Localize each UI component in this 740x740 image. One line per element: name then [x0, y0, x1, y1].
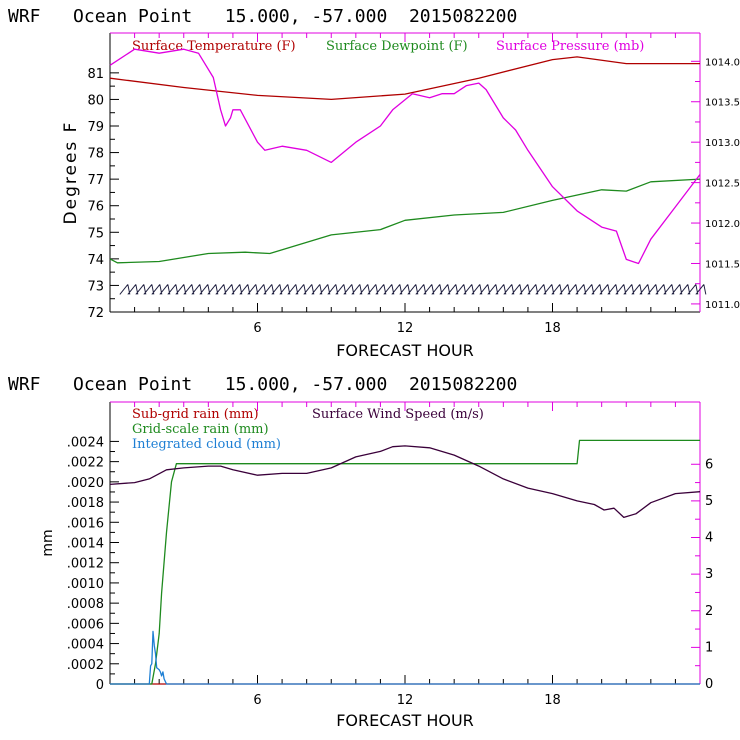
wind-barb-band: [119, 284, 707, 295]
series-line-integrated-cloud-mm: [110, 630, 700, 685]
y2-tick-label: 1013.5: [705, 98, 740, 109]
legend-entry: Grid-scale rain (mm): [132, 422, 269, 437]
y-tick-label: 76: [87, 200, 104, 215]
y-tick-label: .0018: [67, 496, 104, 511]
series-line-surface-pressure-mb: [109, 48, 701, 265]
y2-tick-label: 1011.5: [705, 259, 740, 270]
y-tick-label: .0004: [67, 638, 104, 653]
x-tick-label: 18: [544, 321, 561, 336]
legend-entry: Sub-grid rain (mm): [132, 407, 259, 422]
y-tick-label: 72: [87, 306, 104, 321]
y-tick-label: 78: [87, 147, 104, 162]
y-tick-label: 75: [87, 226, 104, 241]
y2-tick-label: 6: [705, 457, 713, 472]
y-tick-label: .0022: [67, 456, 104, 471]
y-tick-label: 0: [96, 678, 104, 693]
y2-tick-label: 2: [705, 604, 713, 619]
y-tick-label: 80: [87, 93, 104, 108]
y2-tick-label: 1011.0: [705, 300, 740, 311]
y2-tick-label: 1: [705, 640, 713, 655]
series-line-surface-temperature-f: [109, 56, 700, 101]
y2-tick-label: 1014.0: [705, 57, 740, 68]
y-tick-label: 74: [87, 253, 104, 268]
y-tick-label: .0012: [67, 557, 104, 572]
series-line-surface-wind-speed-m-s: [109, 445, 701, 519]
y-tick-label: .0014: [67, 536, 104, 551]
legend-entry: Surface Temperature (F): [132, 39, 296, 54]
y2-tick-label: 4: [705, 531, 713, 546]
x-axis-label: FORECAST HOUR: [336, 341, 474, 360]
y-axis-label: mm: [40, 529, 56, 556]
x-tick-label: 12: [397, 693, 414, 708]
y2-tick-label: 0: [705, 677, 713, 692]
y-tick-label: 81: [87, 67, 104, 82]
y-tick-label: .0006: [67, 617, 104, 632]
legend-entry: Surface Dewpoint (F): [326, 39, 468, 54]
y-tick-label: .0016: [67, 516, 104, 531]
series-line-surface-dewpoint-f: [109, 178, 701, 264]
chart-panel-1: WRF Ocean Point 15.000, -57.000 20150822…: [8, 6, 740, 360]
x-axis-label: FORECAST HOUR: [336, 711, 474, 730]
y-tick-label: 77: [87, 173, 104, 188]
y2-tick-label: 1012.5: [705, 179, 740, 190]
y-tick-label: .0008: [67, 597, 104, 612]
y2-tick-label: 1012.0: [705, 219, 740, 230]
y2-tick-label: 5: [705, 494, 713, 509]
legend-entry: Surface Pressure (mb): [496, 39, 644, 54]
x-tick-label: 6: [253, 321, 261, 336]
y2-tick-label: 1013.0: [705, 138, 740, 149]
x-tick-label: 18: [544, 693, 561, 708]
y2-tick-label: 3: [705, 567, 713, 582]
legend-entry: Surface Wind Speed (m/s): [312, 407, 484, 422]
y-axis-label: Degrees F: [61, 121, 81, 225]
chart-title: WRF Ocean Point 15.000, -57.000 20150822…: [8, 6, 517, 27]
y-tick-label: .0020: [67, 476, 104, 491]
y-tick-label: 73: [87, 279, 104, 294]
legend-entry: Integrated cloud (mm): [132, 437, 281, 452]
chart-title: WRF Ocean Point 15.000, -57.000 20150822…: [8, 374, 517, 395]
x-tick-label: 12: [397, 321, 414, 336]
y-tick-label: .0010: [67, 577, 104, 592]
series-line-grid-scale-rain-mm: [110, 439, 700, 685]
y-tick-label: .0002: [67, 658, 104, 673]
x-tick-label: 6: [253, 693, 261, 708]
y-tick-label: 79: [87, 120, 104, 135]
chart-panel-2: WRF Ocean Point 15.000, -57.000 20150822…: [8, 374, 713, 730]
y-tick-label: .0024: [67, 435, 104, 450]
